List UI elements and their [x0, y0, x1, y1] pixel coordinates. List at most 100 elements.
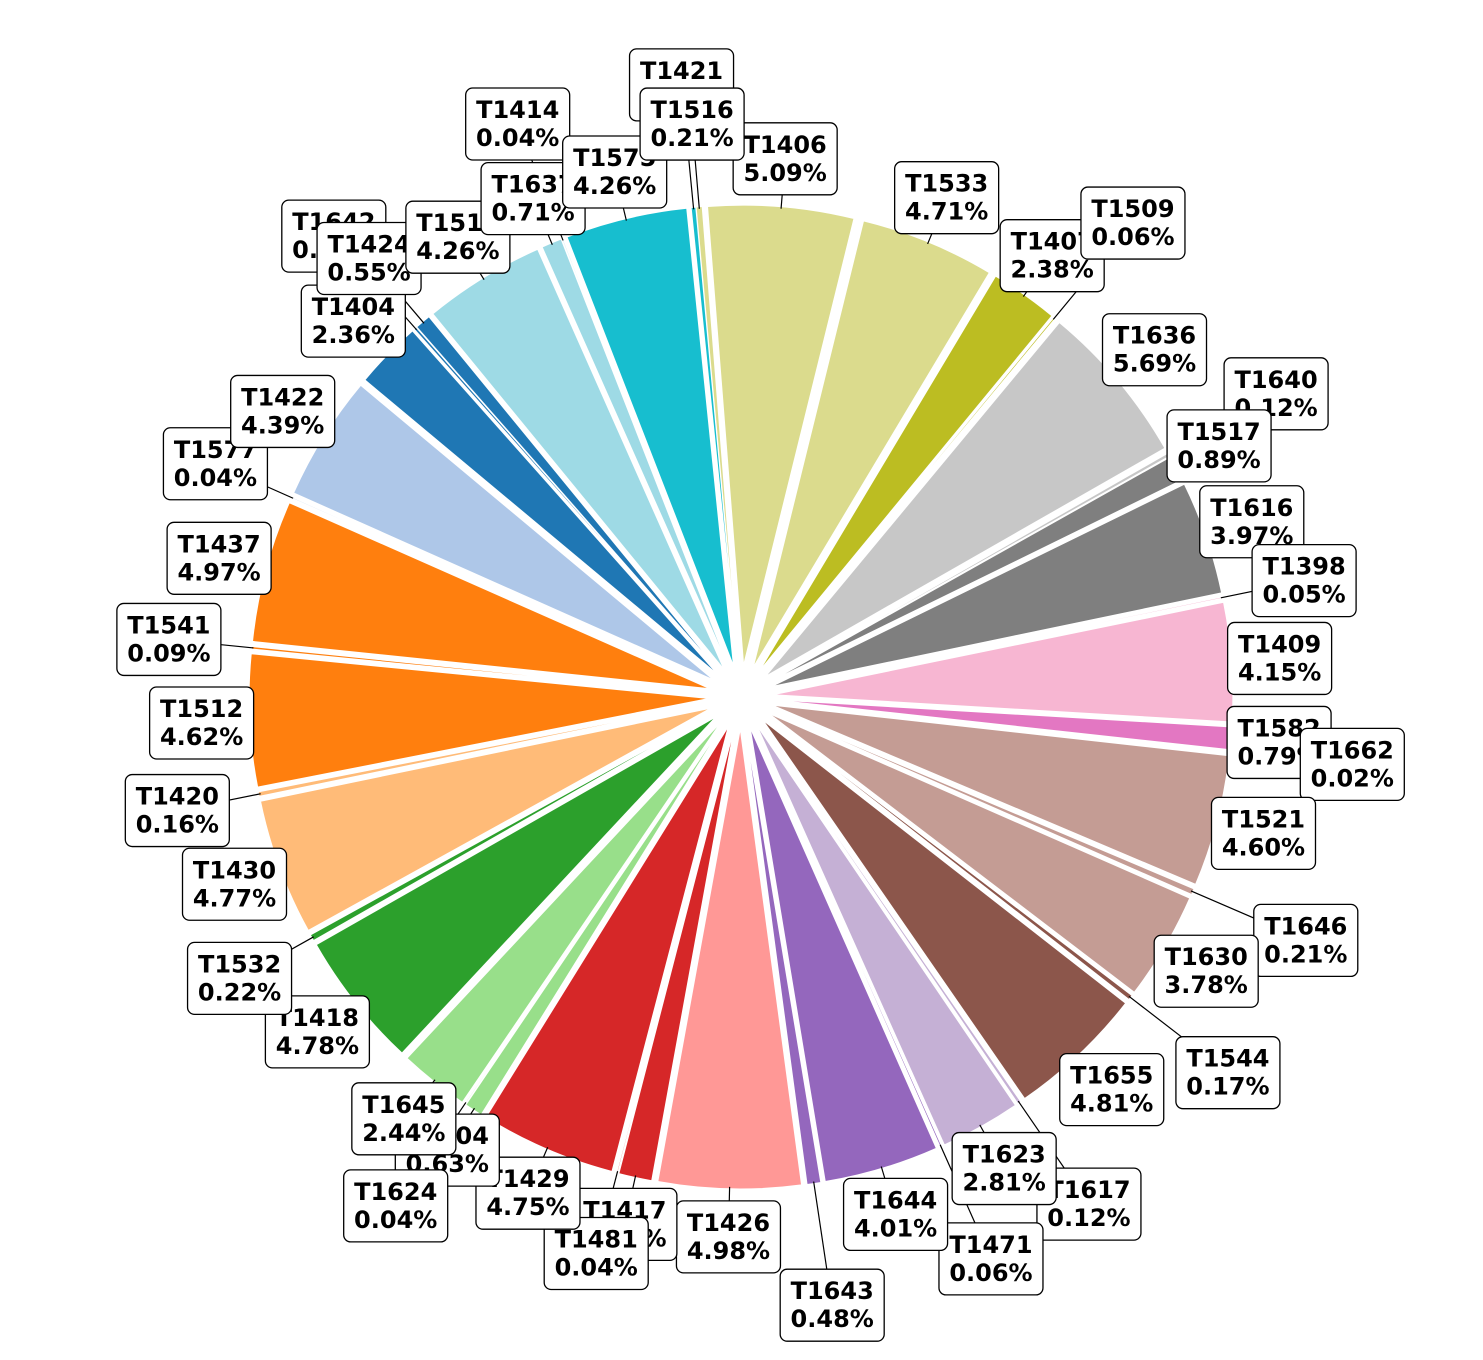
label-box: [1101, 313, 1208, 387]
slice-percent-label: 4.26%: [573, 172, 656, 200]
label-box: [894, 161, 1000, 235]
slice-name-label: T1407: [1011, 228, 1094, 256]
label-box: [166, 521, 272, 595]
slice-percent-label: 0.04%: [476, 124, 559, 152]
slice-percent-label: 0.09%: [127, 639, 210, 667]
slice-name-label: T1516: [651, 96, 734, 124]
slice-percent-label: 0.22%: [198, 978, 281, 1006]
slice-name-label: T1421: [640, 57, 723, 85]
slice-name-label: T1404: [312, 293, 395, 321]
slice-percent-label: 0.16%: [136, 811, 219, 839]
slice-percent-label: 4.26%: [416, 237, 499, 265]
slice-percent-label: 0.06%: [949, 1259, 1032, 1287]
slice-percent-label: 4.78%: [276, 1032, 359, 1060]
slice-percent-label: 2.81%: [963, 1169, 1046, 1197]
label-box: [181, 847, 288, 921]
slice-name-label: T1420: [136, 783, 219, 811]
label-box: [1226, 621, 1333, 696]
slice-name-label: T1640: [1234, 366, 1317, 394]
label-box: [186, 941, 293, 1016]
slice-percent-label: 4.75%: [486, 1193, 569, 1221]
slice-percent-label: 2.36%: [312, 321, 395, 349]
slice-percent-label: 4.97%: [177, 558, 260, 586]
slice-percent-label: 4.01%: [854, 1214, 937, 1242]
slice-name-label: T1662: [1311, 736, 1394, 764]
slice-name-label: T1509: [1091, 195, 1174, 223]
slice-name-label: T1541: [127, 611, 210, 639]
label-box: [779, 1268, 885, 1342]
slice-name-label: T1430: [193, 856, 276, 884]
slice-percent-label: 4.60%: [1222, 833, 1305, 861]
slice-name-label: T1398: [1263, 553, 1346, 581]
slice-percent-label: 0.04%: [354, 1206, 437, 1234]
slice-name-label: T1517: [1177, 418, 1260, 446]
slice-percent-label: 0.04%: [174, 464, 257, 492]
slice-name-label: T1424: [327, 230, 410, 258]
slice-name-label: T1406: [744, 131, 827, 159]
label-box: [124, 773, 230, 848]
label-box: [1080, 186, 1186, 260]
slice-name-label: T1429: [486, 1165, 569, 1193]
slice-percent-label: 3.78%: [1165, 971, 1248, 999]
slice-name-label: T1643: [791, 1277, 874, 1305]
label-box: [1251, 543, 1357, 618]
slice-percent-label: 0.21%: [1264, 940, 1347, 968]
slice-percent-label: 4.71%: [905, 198, 988, 226]
slice-name-label: T1616: [1210, 494, 1293, 522]
slice-name-label: T1409: [1238, 630, 1321, 658]
slice-name-label: T1623: [963, 1141, 1046, 1169]
slice-name-label: T1637: [491, 171, 574, 199]
label-box: [1175, 1036, 1281, 1110]
slice-name-label: T1636: [1113, 322, 1196, 350]
label-box: [475, 1156, 581, 1230]
slice-name-label: T1532: [198, 950, 281, 978]
slice-percent-label: 4.81%: [1070, 1090, 1153, 1118]
slice-name-label: T1544: [1186, 1045, 1269, 1073]
label-box: [543, 1216, 649, 1291]
slice-percent-label: 0.12%: [1047, 1204, 1130, 1232]
slice-percent-label: 0.04%: [555, 1253, 638, 1281]
slice-percent-label: 0.17%: [1186, 1073, 1269, 1101]
slice-name-label: T1422: [241, 383, 324, 411]
slice-name-label: T1646: [1264, 912, 1347, 940]
pie-slices: [248, 204, 1234, 1190]
label-box: [938, 1222, 1044, 1296]
slice-percent-label: 0.89%: [1177, 446, 1260, 474]
label-box: [264, 995, 371, 1069]
slice-percent-label: 4.62%: [160, 723, 243, 751]
label-box: [230, 374, 336, 449]
slice-name-label: T1630: [1165, 943, 1248, 971]
label-box: [465, 87, 571, 161]
slice-percent-label: 0.06%: [1091, 223, 1174, 251]
label-box: [148, 686, 255, 760]
slice-percent-label: 0.02%: [1311, 764, 1394, 792]
